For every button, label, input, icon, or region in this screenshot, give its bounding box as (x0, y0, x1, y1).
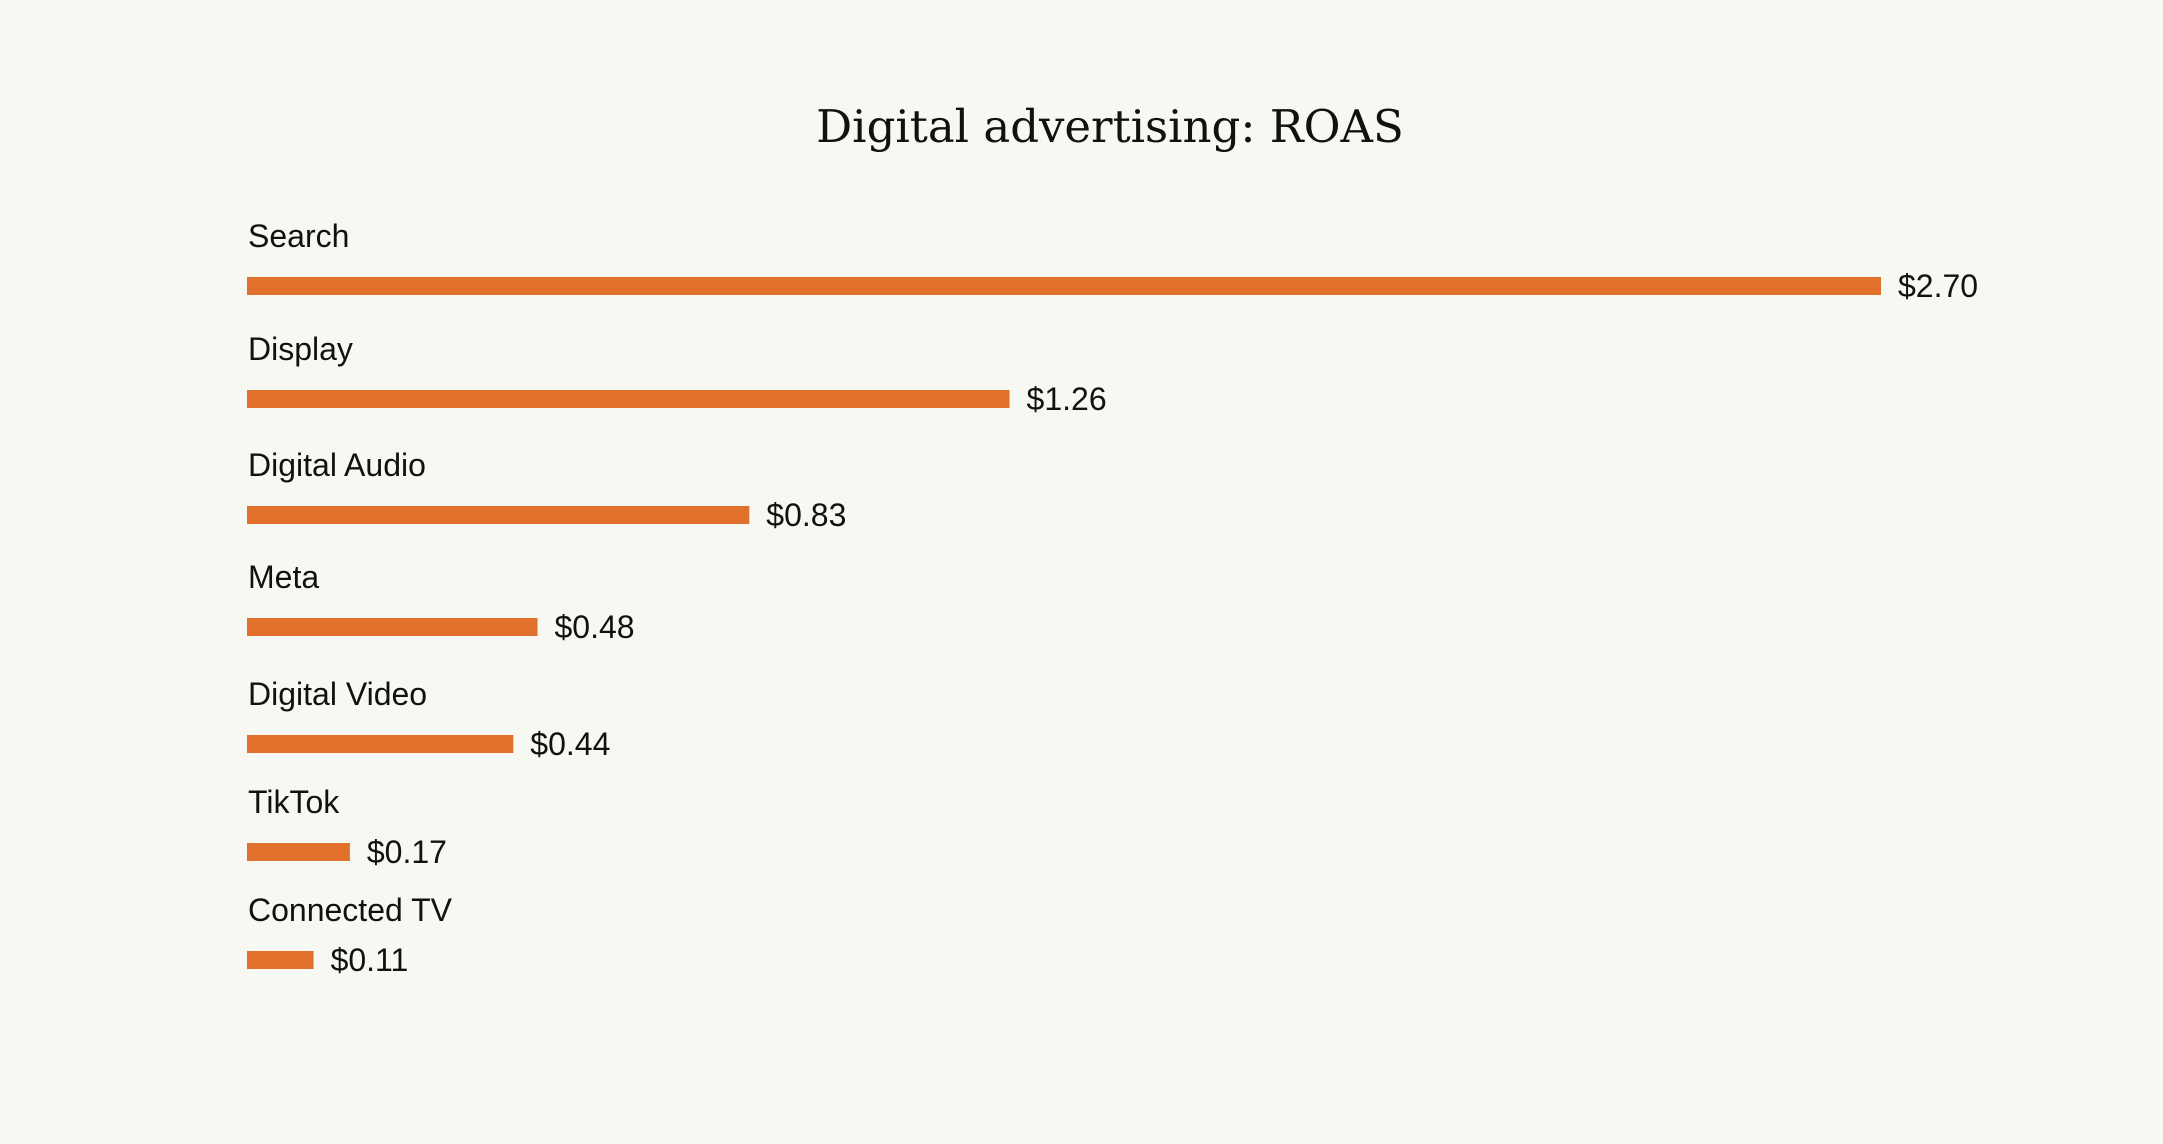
category-label: Digital Video (248, 676, 427, 712)
bars-group: Search $2.70 Display $1.26 Digital Audio $0.8… (247, 218, 1978, 978)
category-label: Meta (248, 559, 319, 595)
category-label: Search (248, 218, 349, 254)
value-label: $1.26 (1027, 381, 1107, 417)
bar (247, 390, 1010, 408)
value-label: $0.17 (367, 834, 447, 870)
value-label: $0.44 (530, 726, 610, 762)
bar (247, 843, 350, 861)
bar (247, 618, 538, 636)
category-label: TikTok (248, 784, 340, 820)
value-label: $0.48 (554, 609, 634, 645)
value-label: $0.83 (766, 497, 846, 533)
category-label: Digital Audio (248, 447, 426, 483)
bar (247, 506, 750, 524)
category-label: Display (248, 331, 353, 367)
value-label: $0.11 (331, 942, 409, 978)
bar (247, 277, 1881, 295)
bar (247, 951, 314, 969)
bar (247, 735, 514, 753)
category-label: Connected TV (248, 892, 453, 928)
chart-title: Digital advertising: ROAS (816, 100, 1404, 153)
value-label: $2.70 (1898, 268, 1978, 304)
